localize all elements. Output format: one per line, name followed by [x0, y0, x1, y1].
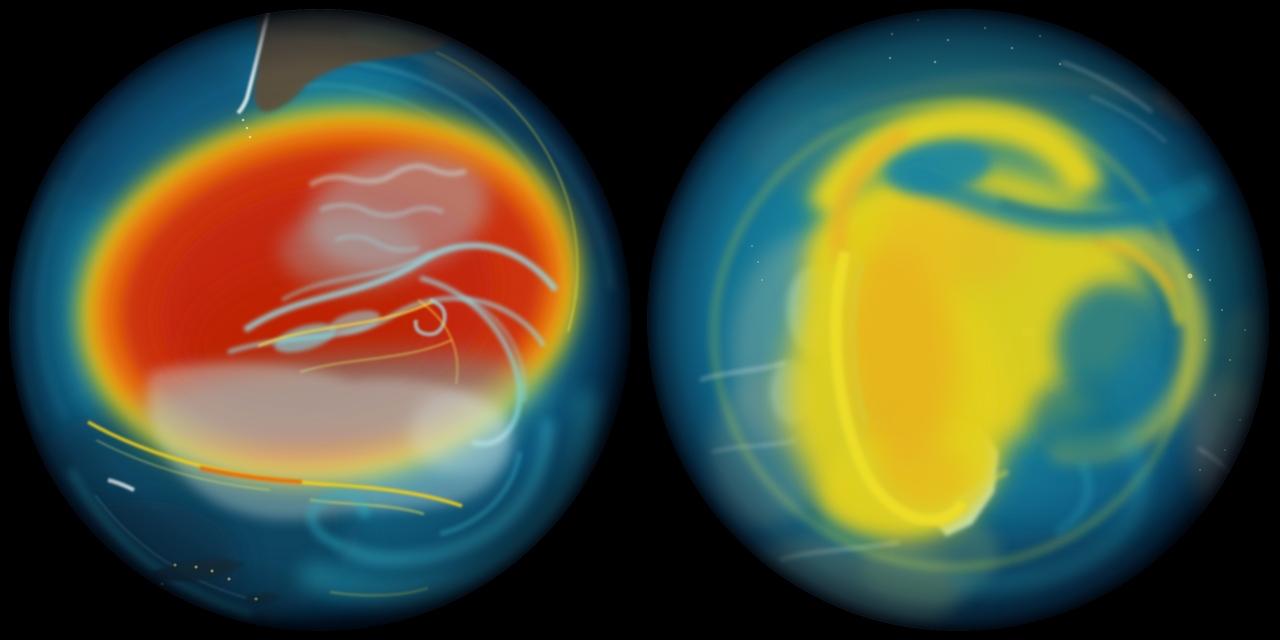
limb-shading	[9, 9, 631, 631]
northern-hemisphere-globe	[647, 9, 1269, 631]
southern-hemisphere-globe	[9, 9, 631, 631]
limb-shading	[647, 9, 1269, 631]
